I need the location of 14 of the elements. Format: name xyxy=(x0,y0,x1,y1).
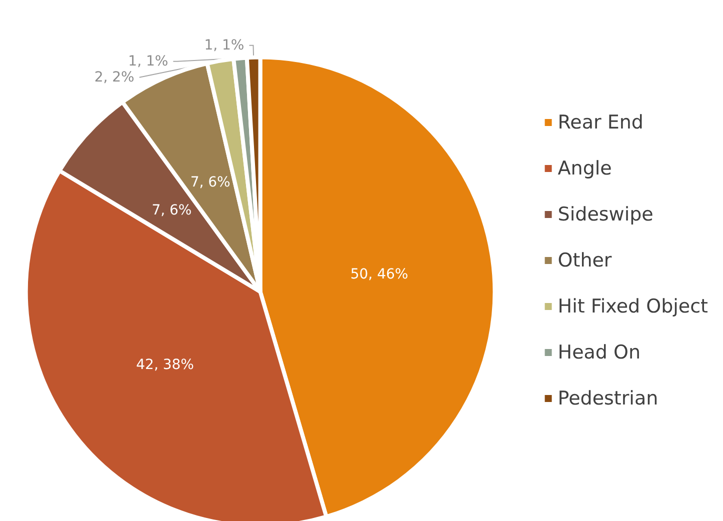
data-label: 42, 38% xyxy=(136,357,194,374)
legend-label: Angle xyxy=(558,158,612,180)
data-label: 7, 6% xyxy=(190,174,230,190)
data-label: 2, 2% xyxy=(94,69,134,86)
legend-label: Head On xyxy=(558,342,641,364)
data-label: 50, 46% xyxy=(350,266,408,283)
data-label: 7, 6% xyxy=(152,202,192,218)
legend-label: Hit Fixed Object xyxy=(558,296,708,318)
legend-label: Sideswipe xyxy=(558,204,654,226)
data-label: 1, 1% xyxy=(128,53,168,70)
legend-label: Rear End xyxy=(558,112,644,134)
data-label: 1, 1% xyxy=(204,37,244,54)
legend-label: Pedestrian xyxy=(558,388,658,410)
legend-label: Other xyxy=(558,250,612,272)
